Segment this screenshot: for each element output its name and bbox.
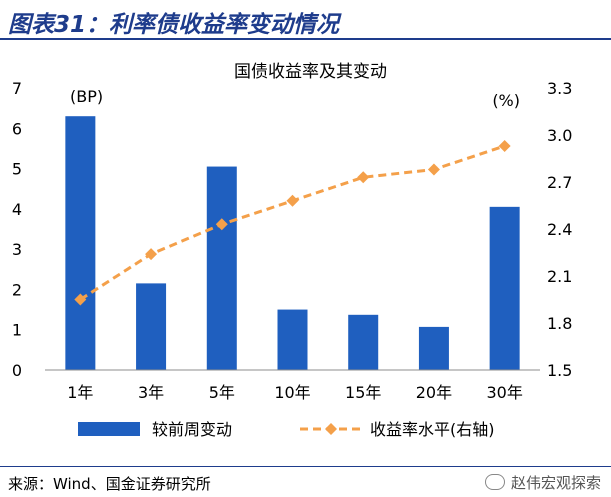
wechat-icon [484,474,505,490]
left-axis-tick-label: 1 [12,321,22,340]
title-rule [0,38,611,40]
left-axis-tick-label: 0 [12,361,22,380]
x-tick-label: 5年 [209,383,235,402]
x-tick-label: 10年 [274,383,310,402]
left-axis-tick-label: 6 [12,119,22,138]
yield-point-1年 [74,293,87,306]
bar-1年 [65,116,96,370]
yield-point-15年 [357,171,370,184]
right-axis-tick-label: 2.7 [547,173,572,192]
bottom-rule [0,466,611,467]
left-axis-tick-label: 5 [12,160,22,179]
bar-15年 [348,314,379,370]
left-axis-tick-label: 2 [12,280,22,299]
left-axis-tick-label: 7 [12,79,22,98]
bar-30年 [489,206,520,370]
right-axis-tick-label: 2.1 [547,267,572,286]
legend-swatch-bars [78,422,140,436]
right-axis-unit-label: (%) [492,91,520,110]
yield-point-10年 [286,194,299,207]
figure-title: 图表31：利率债收益率变动情况 [8,12,340,38]
watermark-text: 赵伟宏观探索 [510,474,601,492]
left-axis-tick-label: 4 [12,200,22,219]
bar-20年 [418,326,449,370]
bar-5年 [206,166,237,370]
bar-10年 [277,309,308,370]
right-axis-tick-label: 3.3 [547,79,572,98]
left-axis-unit-label: (BP) [70,87,103,106]
figure-header: 图表31：利率债收益率变动情况 [0,0,611,40]
yield-point-20年 [427,163,440,176]
chart: 国债收益率及其变动 0 1 2 3 4 5 6 7 1.5 1.8 2.1 2.4 2.7 3.0 3.3 (B… [12,62,573,439]
right-axis-tick-label: 2.4 [547,220,572,239]
x-tick-label: 1年 [67,383,93,402]
right-axis-tick-label: 1.8 [547,314,572,333]
source-note: 来源：Wind、国金证券研究所 [8,475,211,493]
chart-title: 国债收益率及其变动 [234,62,387,82]
legend-label-bars: 较前周变动 [152,420,232,439]
legend-swatch-marker [325,423,337,435]
bar-3年 [136,283,167,370]
watermark: 赵伟宏观探索 [484,472,601,493]
left-axis-tick-label: 3 [12,240,22,259]
yield-point-30年 [498,139,511,152]
x-tick-label: 3年 [138,383,164,402]
right-axis-tick-label: 1.5 [547,361,572,380]
x-tick-label: 20年 [416,383,452,402]
x-tick-label: 15年 [345,383,381,402]
legend-label-line: 收益率水平(右轴) [370,420,495,439]
right-axis-tick-label: 3.0 [547,126,572,145]
yield-point-3年 [145,248,158,261]
yield-point-5年 [215,218,228,231]
yield-line [79,144,506,301]
x-tick-label: 30年 [486,383,522,402]
